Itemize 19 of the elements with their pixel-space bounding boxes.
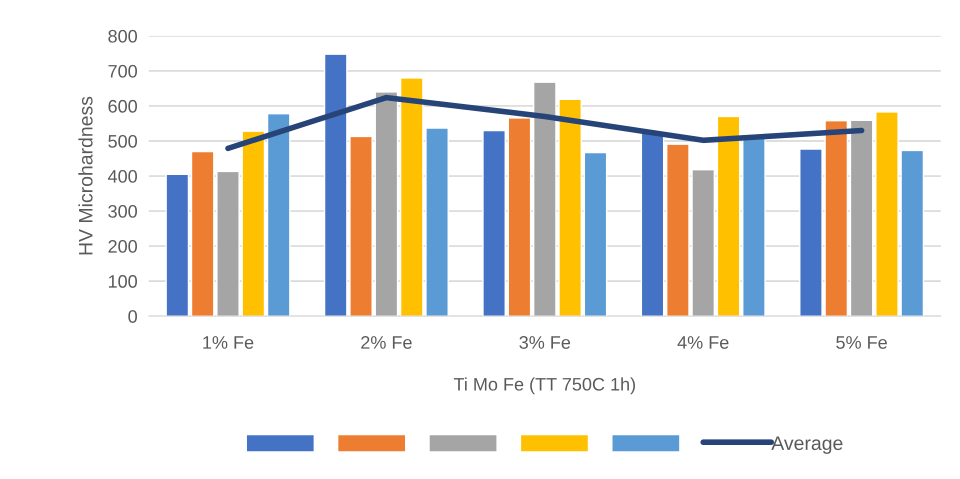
y-tick-label: 400 [108,170,137,183]
y-tick-label: 0 [128,310,137,323]
bar [165,174,190,316]
y-tick-label: 700 [108,64,137,78]
y-tick-label: 200 [108,240,137,253]
x-tick-label: 4% Fe [678,336,728,349]
bar [266,112,291,316]
y-axis-title: HV Microhardness [78,96,93,254]
x-tick-label: 1% Fe [203,336,254,349]
y-tick-label: 500 [108,134,137,148]
y-tick-label: 300 [108,204,137,218]
legend-label: Average [771,436,842,454]
x-tick-label: 2% Fe [361,336,412,349]
y-tick-label: 100 [108,275,137,288]
x-tick-label: 5% Fe [836,336,887,349]
y-tick-label: 600 [108,100,137,113]
x-axis-title: Ti Mo Fe (TT 750C 1h) [454,377,635,394]
x-tick-label: 3% Fe [519,336,570,349]
y-tick-label: 800 [108,30,137,43]
